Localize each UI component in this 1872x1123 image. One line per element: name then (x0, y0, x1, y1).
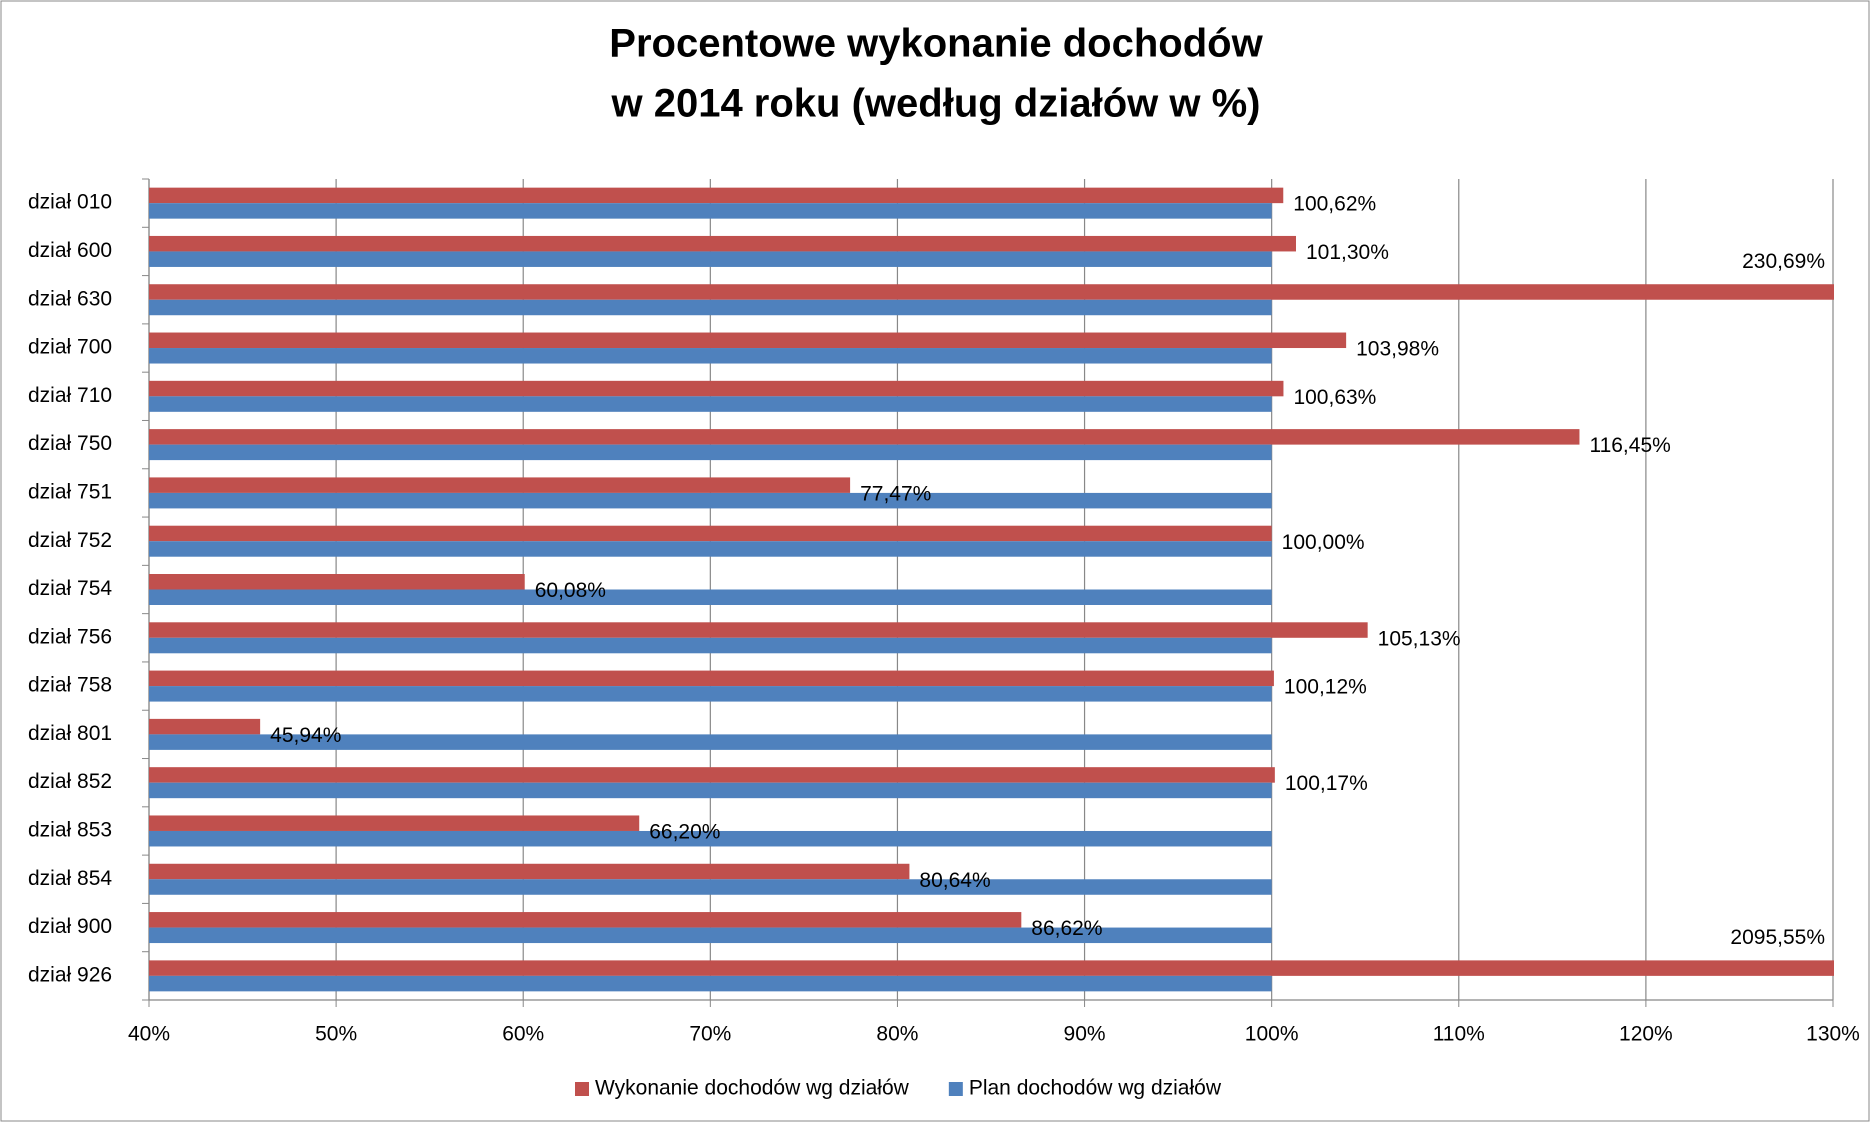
value-label: 2095,55% (1730, 926, 1825, 949)
bar (149, 782, 1272, 799)
x-tick-label: 110% (1433, 1023, 1485, 1046)
bar (149, 541, 1272, 557)
bar (149, 927, 1272, 944)
x-tick-label: 50% (315, 1023, 357, 1046)
bar (149, 492, 1272, 509)
y-tick-label: dział 754 (28, 577, 112, 600)
y-tick-label: dział 600 (28, 239, 112, 262)
x-tick-label: 40% (128, 1023, 170, 1046)
value-label: 100,17% (1285, 772, 1368, 795)
legend-swatch (575, 1082, 589, 1096)
bar (149, 879, 1272, 895)
y-tick-label: dział 853 (28, 819, 112, 842)
bar (149, 444, 1272, 461)
bar (149, 429, 1580, 445)
bar (149, 815, 640, 831)
bar (149, 975, 1272, 992)
plot-area (149, 187, 1834, 992)
value-label: 77,47% (860, 482, 931, 505)
bar (149, 477, 851, 493)
value-label: 80,64% (919, 869, 990, 892)
y-tick-label: dział 900 (28, 915, 112, 938)
bar (149, 251, 1272, 267)
bar (149, 670, 1274, 687)
bar (149, 767, 1275, 783)
value-label: 60,08% (535, 579, 606, 602)
x-tick-label: 90% (1064, 1023, 1106, 1046)
y-tick-label: dział 710 (28, 384, 112, 407)
legend-swatch (948, 1082, 963, 1096)
bar (149, 589, 1272, 605)
value-label: 100,00% (1282, 531, 1365, 554)
x-tick-label: 130% (1806, 1023, 1860, 1046)
x-tick-label: 70% (689, 1023, 731, 1046)
chart-subtitle: w 2014 roku (według działów w %) (610, 82, 1260, 126)
bar (149, 960, 1834, 976)
y-tick-label: dział 854 (28, 867, 112, 890)
y-tick-label: dział 700 (28, 336, 112, 359)
x-tick-label: 100% (1245, 1023, 1299, 1046)
x-tick-label: 80% (876, 1023, 918, 1046)
bar (149, 332, 1347, 349)
chart-title: Procentowe wykonanie dochodów (609, 22, 1263, 66)
value-label: 45,94% (270, 724, 341, 747)
y-tick-label: dział 756 (28, 625, 112, 648)
bar (149, 863, 910, 880)
bar (149, 830, 1272, 847)
bar (149, 686, 1272, 702)
bar (149, 348, 1272, 364)
legend-label: Plan dochodów wg działów (969, 1077, 1222, 1100)
bar (149, 637, 1272, 654)
y-tick-label: dział 750 (28, 432, 112, 455)
bar (149, 299, 1272, 316)
y-tick-label: dział 752 (28, 529, 112, 552)
value-label: 116,45% (1589, 434, 1670, 457)
y-tick-label: dział 010 (28, 191, 112, 214)
value-label: 230,69% (1742, 250, 1825, 273)
bar (149, 396, 1272, 412)
value-label: 100,12% (1284, 676, 1367, 699)
value-label: 101,30% (1306, 241, 1389, 264)
value-label: 105,13% (1378, 627, 1461, 650)
bar (149, 718, 261, 735)
bar (149, 912, 1022, 928)
value-label: 103,98% (1356, 338, 1439, 361)
y-tick-label: dział 758 (28, 674, 112, 697)
y-tick-label: dział 630 (28, 287, 112, 310)
y-tick-label: dział 751 (28, 480, 112, 503)
y-tick-label: dział 801 (28, 722, 112, 745)
bar (149, 187, 1284, 204)
bar (149, 203, 1272, 219)
x-tick-label: 120% (1619, 1023, 1673, 1046)
bar (149, 235, 1296, 252)
bar (149, 284, 1834, 300)
bar (149, 380, 1284, 397)
y-tick-label: dział 852 (28, 770, 112, 793)
value-label: 100,62% (1293, 193, 1376, 216)
value-label: 100,63% (1293, 386, 1376, 409)
bar (149, 622, 1368, 638)
bar (149, 734, 1272, 750)
x-tick-label: 60% (502, 1023, 544, 1046)
bar (149, 525, 1272, 542)
value-label: 86,62% (1031, 917, 1102, 940)
bar (149, 574, 525, 590)
legend-label: Wykonanie dochodów wg działów (595, 1077, 910, 1100)
value-label: 66,20% (649, 821, 720, 844)
y-tick-label: dział 926 (28, 963, 112, 986)
